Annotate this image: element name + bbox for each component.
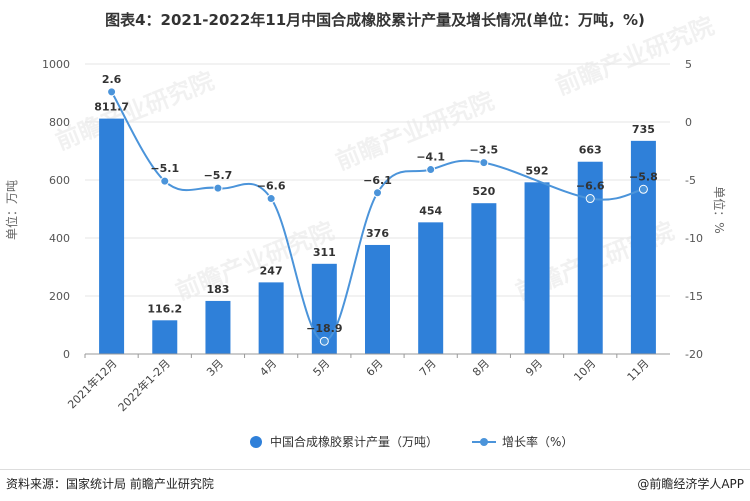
bar — [99, 118, 125, 355]
x-tick-label: 11月 — [625, 357, 652, 384]
legend-line-point — [480, 438, 488, 446]
x-tick-label: 5月 — [311, 357, 333, 379]
left-tick-label: 1000 — [42, 58, 70, 71]
bar — [524, 182, 550, 354]
growth-label: −4.1 — [416, 151, 445, 164]
credit-note: @前瞻经济学人APP — [637, 477, 744, 491]
bar — [630, 140, 656, 354]
left-axis-label: 单位：万吨 — [4, 180, 19, 240]
bar-label: 247 — [260, 264, 283, 277]
bar — [418, 222, 444, 354]
growth-point — [107, 87, 117, 97]
growth-label: −6.6 — [576, 180, 605, 193]
bar — [577, 161, 603, 354]
line-data-labels: 2.6 −5.1 −5.7 −6.6 −18.9 −6.1 −4.1 −3.5 −6.6 −5.8 — [102, 73, 658, 335]
growth-label: −5.1 — [150, 162, 179, 175]
right-axis-label: 单位：% — [712, 186, 727, 233]
footer-divider — [0, 469, 750, 470]
right-tick-label: 5 — [685, 58, 692, 71]
left-tick-label: 400 — [49, 232, 70, 245]
bar-label: 811.7 — [94, 101, 129, 114]
growth-point — [479, 158, 489, 168]
line-series — [107, 87, 648, 346]
bar-data-labels: 811.7 116.2 183 247 311 376 454 520 592 663 735 — [94, 101, 655, 316]
x-tick-label: 2022年1-2月 — [115, 356, 173, 414]
growth-label: 2.6 — [102, 73, 122, 86]
right-tick-label: 0 — [685, 116, 692, 129]
growth-point — [585, 194, 595, 204]
legend: 中国合成橡胶累计产量（万吨） 增长率（%） — [250, 434, 573, 449]
bar — [205, 300, 231, 354]
x-tick-label: 7月 — [417, 357, 439, 379]
growth-point — [266, 194, 276, 204]
left-tick-label: 0 — [63, 348, 70, 361]
growth-point — [638, 184, 648, 194]
x-tick-label: 3月 — [204, 357, 226, 379]
chart-title: 图表4：2021-2022年11月中国合成橡胶累计产量及增长情况(单位：万吨，%… — [105, 11, 645, 29]
bar-label: 376 — [366, 227, 389, 240]
right-tick-label: -20 — [685, 348, 703, 361]
growth-label: −3.5 — [470, 144, 499, 157]
watermark-text: 前瞻产业研究院 — [332, 87, 498, 176]
x-tick-label: 9月 — [523, 357, 545, 379]
growth-label: −18.9 — [306, 322, 342, 335]
left-tick-label: 800 — [49, 116, 70, 129]
watermark-text: 前瞻产业研究院 — [52, 67, 218, 156]
growth-label: −6.6 — [257, 180, 286, 193]
bar-label: 592 — [526, 164, 549, 177]
left-axis-ticks: 0 200 400 600 800 1000 — [42, 58, 70, 361]
x-tick-label: 2021年12月 — [65, 356, 120, 411]
right-tick-label: -5 — [685, 174, 696, 187]
bar-label: 183 — [206, 283, 229, 296]
growth-point — [373, 188, 382, 198]
chart-area: 前瞻产业研究院前瞻产业研究院前瞻产业研究院前瞻产业研究院前瞻产业研究院 0200… — [4, 12, 727, 449]
legend-bar-marker — [250, 436, 262, 448]
legend-line-label: 增长率（%） — [502, 434, 573, 449]
growth-point — [160, 176, 170, 186]
bar — [258, 282, 284, 354]
left-tick-label: 600 — [49, 174, 70, 187]
growth-label: −5.7 — [204, 169, 233, 182]
x-tick-label: 6月 — [364, 357, 386, 379]
bar-label: 735 — [632, 123, 655, 136]
x-tick-label: 4月 — [257, 357, 279, 379]
bar-label: 520 — [472, 185, 495, 198]
growth-point — [319, 336, 329, 346]
right-tick-label: -15 — [685, 290, 703, 303]
x-tick-label: 10月 — [571, 357, 598, 384]
bar-label: 454 — [419, 204, 442, 217]
bar-series — [99, 118, 656, 355]
right-tick-label: -10 — [685, 232, 703, 245]
bar-label: 663 — [579, 144, 602, 157]
watermark-text: 前瞻产业研究院 — [552, 12, 718, 101]
bar — [152, 320, 178, 354]
bar — [471, 203, 497, 354]
legend-bar-label: 中国合成橡胶累计产量（万吨） — [270, 434, 438, 449]
growth-point — [213, 183, 223, 193]
left-tick-label: 200 — [49, 290, 70, 303]
right-axis-ticks: -20 -15 -10 -5 0 5 — [685, 58, 703, 361]
growth-label: −6.1 — [363, 174, 392, 187]
bar-label: 116.2 — [147, 302, 182, 315]
bar-label: 311 — [313, 246, 336, 259]
growth-label: −5.8 — [629, 170, 658, 183]
growth-point — [426, 165, 436, 175]
x-tick-label: 8月 — [470, 357, 492, 379]
bar — [365, 244, 390, 354]
growth-line — [110, 91, 644, 343]
source-note: 资料来源：国家统计局 前瞻产业研究院 — [6, 477, 214, 491]
gridlines — [85, 63, 670, 297]
